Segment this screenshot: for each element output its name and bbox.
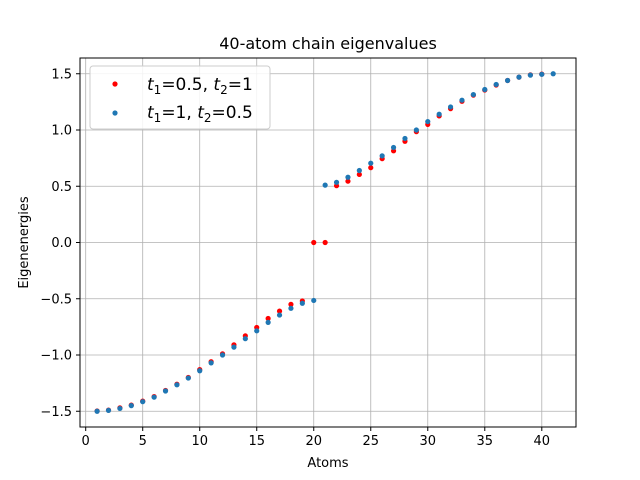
data-point-series-2: [117, 405, 123, 412]
data-point-series-2: [413, 127, 419, 133]
x-tick-label: 15: [248, 434, 265, 449]
ticks: 0 5 10 15 20 25 30 35 40 −1.5 −1.0 −0.5 0.0 0.5 1.0 1.5: [40, 67, 550, 449]
data-point-series-2: [482, 86, 488, 93]
y-tick-label: 0.0: [51, 236, 72, 251]
data-point-series-2: [140, 399, 146, 405]
legend-marker-series-1: [112, 81, 118, 87]
data-point-series-2: [197, 368, 203, 374]
data-point-series-2: [242, 336, 248, 342]
data-point-series-2: [94, 408, 100, 414]
data-point-series-2: [162, 388, 169, 394]
x-tick-label: 20: [305, 434, 322, 449]
data-point-series-2: [470, 91, 476, 98]
y-tick-label: −1.5: [40, 405, 72, 420]
data-points: [94, 71, 556, 414]
data-point-series-2: [390, 144, 397, 151]
data-point-series-1: [368, 165, 374, 171]
data-point-series-2: [539, 71, 545, 77]
data-point-series-2: [299, 300, 305, 306]
data-point-series-1: [345, 178, 351, 184]
x-axis-label: Atoms: [307, 456, 348, 471]
data-point-series-2: [333, 179, 340, 185]
data-point-series-2: [379, 153, 385, 159]
data-point-series-2: [368, 160, 374, 166]
data-point-series-2: [265, 319, 271, 325]
data-point-series-1: [322, 239, 328, 246]
x-tick-label: 35: [477, 434, 494, 449]
x-tick-label: 25: [362, 434, 379, 449]
data-point-series-2: [219, 352, 226, 358]
data-point-series-2: [402, 135, 408, 142]
data-point-series-2: [345, 174, 351, 180]
x-tick-label: 10: [191, 434, 208, 449]
data-point-series-2: [356, 167, 362, 174]
x-tick-label: 0: [82, 434, 90, 449]
x-tick-label: 30: [419, 434, 436, 449]
legend-entry-series-2: t1=1, t2=0.5: [147, 103, 253, 125]
y-tick-label: −1.0: [40, 349, 72, 364]
y-tick-label: −0.5: [40, 292, 72, 307]
data-point-series-2: [527, 72, 533, 78]
data-point-series-2: [231, 344, 237, 350]
data-point-series-2: [311, 297, 317, 304]
legend: t1=0.5, t2=1 t1=1, t2=0.5: [89, 65, 271, 130]
data-point-series-2: [425, 118, 431, 125]
data-point-series-2: [550, 71, 556, 77]
data-point-series-1: [265, 315, 271, 322]
data-point-series-1: [276, 308, 283, 314]
data-point-series-2: [288, 305, 294, 311]
data-point-series-2: [128, 403, 134, 409]
y-tick-label: 0.5: [51, 180, 72, 195]
data-point-series-2: [151, 394, 157, 400]
x-tick-label: 5: [139, 434, 147, 449]
data-point-series-2: [504, 77, 511, 84]
legend-entry-series-1: t1=0.5, t2=1: [147, 75, 253, 97]
x-tick-label: 40: [534, 434, 551, 449]
data-point-series-2: [459, 97, 465, 103]
y-axis-label: Eigenenergies: [17, 196, 32, 289]
data-point-series-1: [311, 239, 317, 246]
data-point-series-2: [254, 328, 260, 334]
data-point-series-2: [493, 81, 499, 88]
data-point-series-2: [436, 111, 442, 117]
data-point-series-2: [516, 74, 522, 80]
data-point-series-2: [208, 360, 214, 366]
data-point-series-1: [356, 171, 362, 178]
data-point-series-2: [322, 182, 328, 188]
data-point-series-2: [447, 104, 454, 110]
data-point-series-1: [288, 301, 294, 307]
y-tick-label: 1.5: [51, 67, 72, 82]
data-point-series-2: [105, 407, 112, 413]
legend-marker-series-2: [112, 110, 118, 116]
chart-title: 40-atom chain eigenvalues: [219, 34, 437, 53]
legend-box: [89, 65, 271, 130]
data-point-series-2: [174, 382, 180, 388]
data-point-series-2: [276, 312, 283, 318]
data-point-series-2: [185, 375, 191, 381]
y-tick-label: 1.0: [51, 124, 72, 139]
